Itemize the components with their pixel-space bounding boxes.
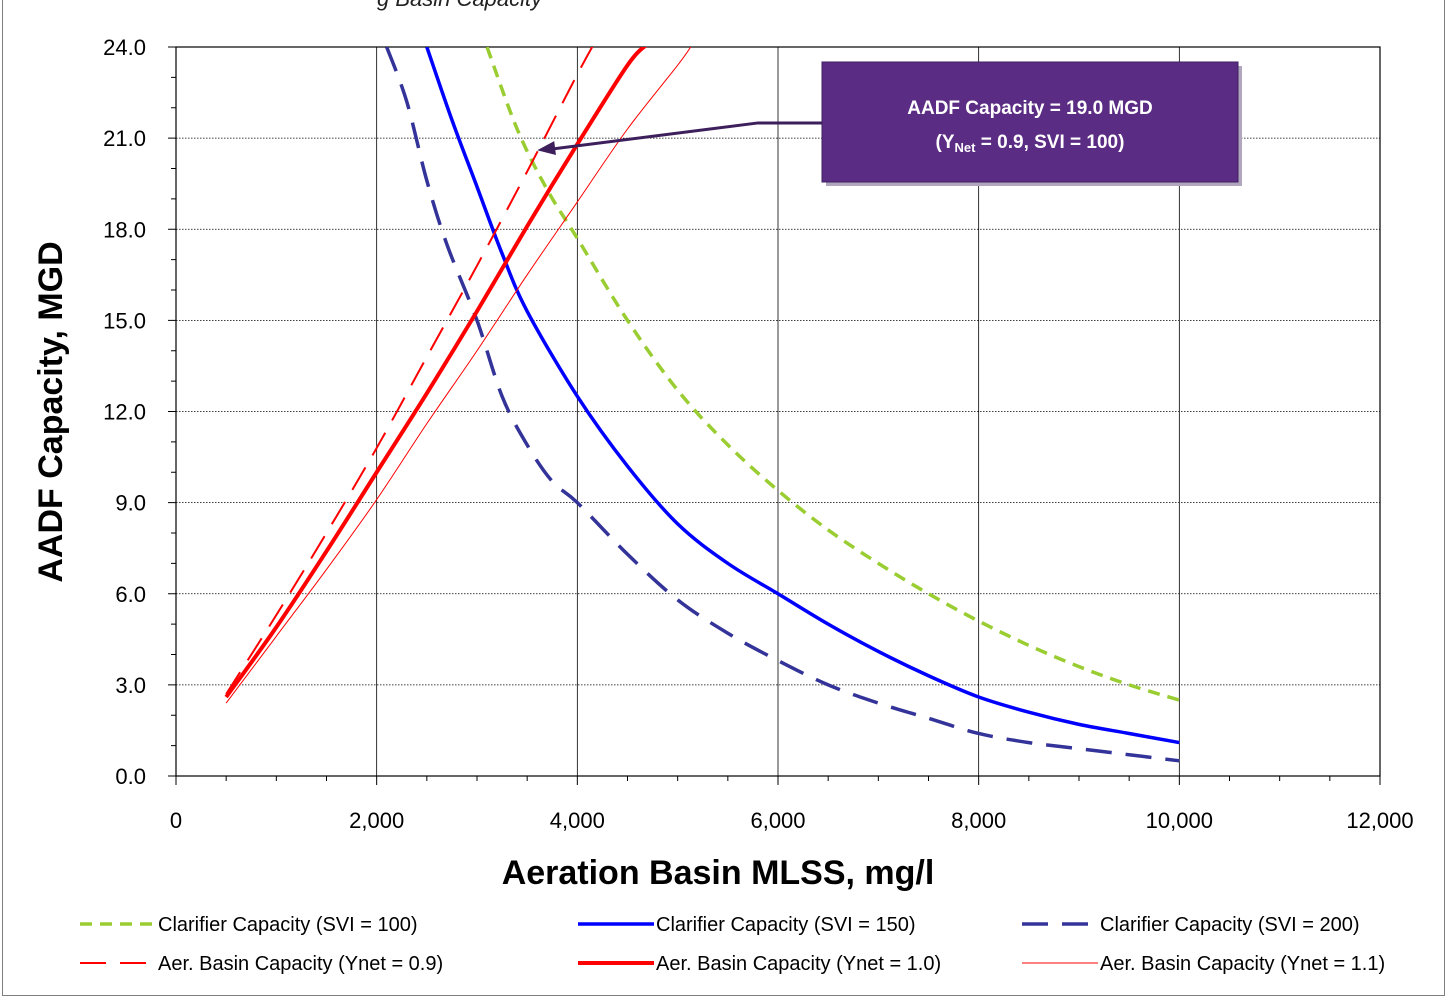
y-tick-label: 3.0 xyxy=(115,673,146,698)
annotation-line-1: AADF Capacity = 19.0 MGD xyxy=(907,98,1153,119)
series-line-4 xyxy=(225,47,594,695)
y-tick-label: 12.0 xyxy=(103,400,146,425)
x-tick-label: 0 xyxy=(170,808,182,833)
series-line-6 xyxy=(225,47,692,704)
x-tick-label: 4,000 xyxy=(550,808,605,833)
axis-ticks xyxy=(168,46,1381,785)
x-axis-tick-labels: 0 2,000 4,000 6,000 8,000 10,000 12,000 xyxy=(170,808,1414,833)
legend-label-5: Aer. Basin Capacity (Ynet = 1.0) xyxy=(656,953,941,975)
x-axis-label: Aeration Basin MLSS, mg/l xyxy=(502,854,935,892)
y-tick-label: 15.0 xyxy=(103,308,146,333)
legend-label-4: Aer. Basin Capacity (Ynet = 0.9) xyxy=(158,953,443,975)
legend: Clarifier Capacity (SVI = 100) Clarifier … xyxy=(80,914,1385,975)
series-line-1 xyxy=(485,47,1180,702)
x-tick-label: 2,000 xyxy=(349,808,404,833)
annotation: AADF Capacity = 19.0 MGD (YNet = 0.9, SV… xyxy=(537,61,1242,186)
annotation-arrow-line xyxy=(551,121,822,151)
legend-label-2: Clarifier Capacity (SVI = 150) xyxy=(656,914,916,936)
x-tick-label: 8,000 xyxy=(951,808,1006,833)
x-tick-label: 12,000 xyxy=(1346,808,1413,833)
annotation-arrow-head xyxy=(537,141,556,156)
series-line-5 xyxy=(224,47,648,699)
x-tick-label: 6,000 xyxy=(750,808,805,833)
chart-title-partial: g Basin Capacity xyxy=(377,0,544,11)
y-tick-label: 18.0 xyxy=(103,217,146,242)
y-tick-label: 21.0 xyxy=(103,126,146,151)
series-lines xyxy=(224,47,1180,763)
legend-label-6: Aer. Basin Capacity (Ynet = 1.1) xyxy=(1100,953,1385,975)
annotation-box: AADF Capacity = 19.0 MGD (YNet = 0.9, SV… xyxy=(821,61,1242,186)
y-tick-label: 24.0 xyxy=(103,35,146,60)
series-line-2 xyxy=(425,47,1180,745)
annotation-line-2: (YNet = 0.9, SVI = 100) xyxy=(936,132,1125,155)
y-axis-tick-labels: 0.0 3.0 6.0 9.0 12.0 15.0 18.0 21.0 24.0 xyxy=(103,35,146,789)
legend-label-1: Clarifier Capacity (SVI = 100) xyxy=(158,914,418,936)
series-line-3 xyxy=(385,47,1180,763)
legend-label-3: Clarifier Capacity (SVI = 200) xyxy=(1100,914,1360,936)
x-tick-label: 10,000 xyxy=(1146,808,1213,833)
y-axis-label: AADF Capacity, MGD xyxy=(32,241,70,582)
y-tick-label: 9.0 xyxy=(115,491,146,516)
y-tick-label: 6.0 xyxy=(115,582,146,607)
y-tick-label: 0.0 xyxy=(115,764,146,789)
annotation-arrow xyxy=(537,121,822,156)
